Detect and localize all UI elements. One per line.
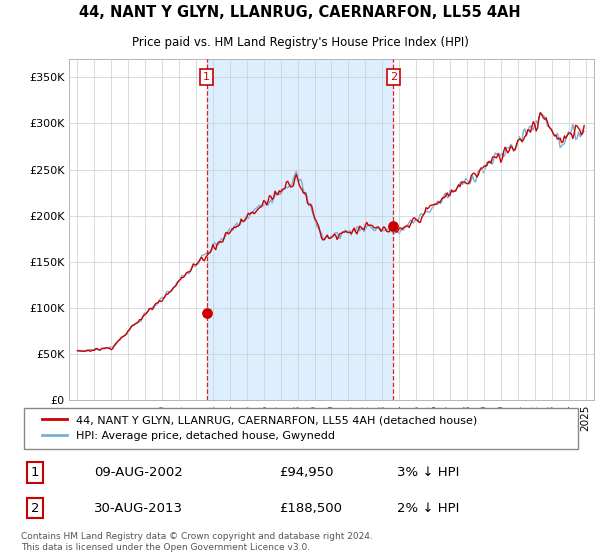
Text: Contains HM Land Registry data © Crown copyright and database right 2024.
This d: Contains HM Land Registry data © Crown c… xyxy=(21,532,373,552)
Text: 44, NANT Y GLYN, LLANRUG, CAERNARFON, LL55 4AH: 44, NANT Y GLYN, LLANRUG, CAERNARFON, LL… xyxy=(79,6,521,20)
Legend: 44, NANT Y GLYN, LLANRUG, CAERNARFON, LL55 4AH (detached house), HPI: Average pr: 44, NANT Y GLYN, LLANRUG, CAERNARFON, LL… xyxy=(38,410,481,446)
Text: £94,950: £94,950 xyxy=(279,466,334,479)
Text: £188,500: £188,500 xyxy=(279,502,342,515)
Text: 1: 1 xyxy=(203,72,210,82)
Text: 30-AUG-2013: 30-AUG-2013 xyxy=(94,502,183,515)
Text: 1: 1 xyxy=(31,466,39,479)
Text: 2% ↓ HPI: 2% ↓ HPI xyxy=(397,502,459,515)
Text: 2: 2 xyxy=(390,72,397,82)
Point xyxy=(202,308,211,317)
Point xyxy=(389,222,398,231)
Bar xyxy=(206,59,394,400)
FancyBboxPatch shape xyxy=(24,408,578,449)
Text: 3% ↓ HPI: 3% ↓ HPI xyxy=(397,466,459,479)
Text: 2: 2 xyxy=(31,502,39,515)
Text: 09-AUG-2002: 09-AUG-2002 xyxy=(94,466,182,479)
Text: Price paid vs. HM Land Registry's House Price Index (HPI): Price paid vs. HM Land Registry's House … xyxy=(131,36,469,49)
